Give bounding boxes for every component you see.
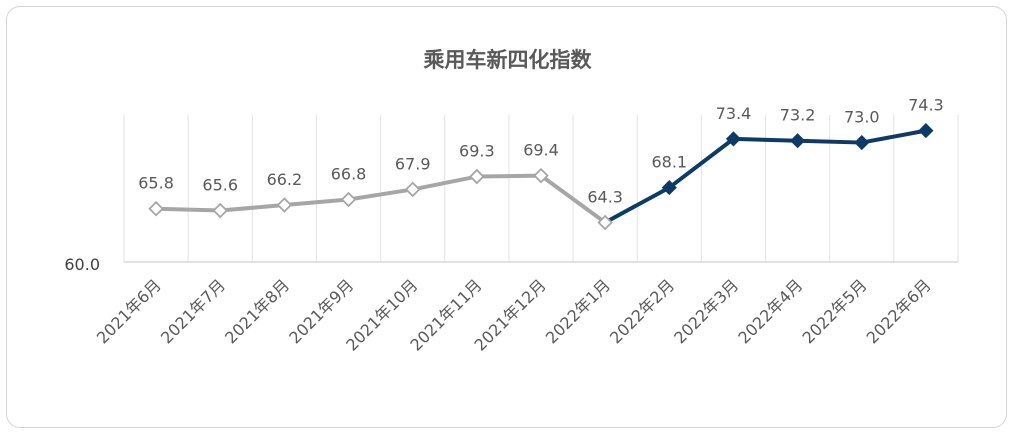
chart-frame (6, 6, 1007, 428)
data-point-marker (404, 181, 421, 198)
data-label: 65.6 (202, 176, 238, 195)
data-label: 73.2 (780, 106, 816, 125)
data-point-marker (340, 191, 357, 208)
data-point-marker (918, 123, 934, 139)
data-label: 69.3 (459, 142, 495, 161)
x-tick-label: 2021年7月 (157, 275, 229, 347)
data-label: 67.9 (395, 154, 431, 173)
data-label: 65.8 (138, 174, 174, 193)
data-label: 73.0 (844, 108, 880, 127)
data-label: 66.2 (267, 170, 303, 189)
data-labels: 65.8 65.6 66.2 66.8 67.9 69.3 69.4 64.3 68.1 73.4… (138, 96, 943, 207)
data-point-marker (597, 214, 613, 231)
data-label: 73.4 (716, 104, 752, 123)
data-point-marker (790, 133, 806, 149)
chart-title: 乘用车新四化指数 (423, 48, 592, 72)
data-point-marker (533, 167, 549, 184)
y-axis-min-label: 60.0 (64, 255, 100, 274)
data-label: 68.1 (651, 153, 687, 172)
x-tick-label: 2022年3月 (670, 275, 742, 347)
vertical-gridlines (123, 115, 959, 262)
data-point-marker (212, 202, 229, 219)
data-point-marker (148, 200, 164, 217)
data-point-marker (725, 131, 742, 147)
data-point-marker (469, 168, 485, 185)
x-tick-label: 2021年8月 (221, 275, 293, 347)
x-tick-label: 2022年4月 (734, 275, 806, 347)
x-tick-label: 2022年5月 (799, 275, 871, 347)
series-markers (148, 123, 934, 231)
data-label: 69.4 (523, 141, 559, 160)
x-tick-label: 2022年6月 (863, 275, 935, 347)
data-label: 74.3 (908, 96, 944, 115)
data-point-marker (276, 197, 293, 213)
data-label: 64.3 (587, 187, 623, 206)
series-line-2 (604, 128, 927, 225)
x-tick-label: 2022年2月 (606, 275, 678, 347)
data-point-marker (661, 180, 677, 196)
series-lines (156, 128, 927, 225)
data-label: 66.8 (331, 165, 367, 184)
x-tick-label: 2022年1月 (542, 275, 614, 347)
x-tick-label: 2021年6月 (93, 275, 165, 347)
series-line-1 (156, 173, 607, 225)
data-point-marker (854, 135, 870, 151)
x-tick-labels: 2021年6月2021年7月2021年8月2021年9月2021年10月2021… (93, 275, 935, 354)
